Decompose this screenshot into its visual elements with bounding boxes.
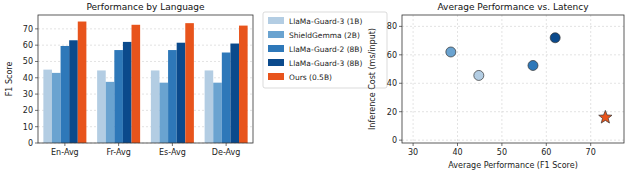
- tick: [546, 143, 547, 146]
- tick-label: 20: [387, 108, 397, 117]
- category-label: En-Avg: [51, 148, 79, 157]
- axis-label: F1 Score: [5, 62, 14, 97]
- point: [599, 110, 612, 123]
- category-label: De-Avg: [212, 148, 241, 157]
- legend-label: ShieldGemma (2B): [289, 31, 360, 40]
- tick: [118, 143, 119, 146]
- bar: [123, 42, 132, 143]
- title: Average Performance vs. Latency: [437, 2, 589, 12]
- tick: [35, 94, 38, 95]
- legend-label: LlaMa-Guard-3 (1B): [289, 17, 362, 26]
- tick: [399, 83, 402, 84]
- bars: [43, 22, 247, 143]
- grid-line: [457, 15, 458, 143]
- grid-line: [413, 15, 414, 143]
- bar: [205, 70, 214, 143]
- bar: [213, 83, 222, 143]
- tick: [457, 143, 458, 146]
- scatter-chart: 0 20 40 60 80 30 40 50 60 70 Average Performance v…: [368, 2, 624, 170]
- legend-swatch: [268, 59, 284, 66]
- frame: [402, 15, 624, 143]
- points: [446, 33, 612, 123]
- grid-line: [501, 15, 502, 143]
- point: [528, 60, 538, 70]
- tick-label: 70: [586, 148, 596, 157]
- bar: [78, 22, 87, 143]
- tick: [501, 143, 502, 146]
- tick: [172, 143, 173, 146]
- bar: [106, 82, 115, 143]
- tick: [35, 110, 38, 111]
- bar: [151, 70, 160, 143]
- tick: [399, 54, 402, 55]
- grid-line: [402, 26, 624, 27]
- bar: [61, 46, 70, 143]
- title: Performance by Language: [86, 2, 205, 12]
- tick-label: 80: [387, 22, 397, 31]
- tick-label: 40: [452, 148, 462, 157]
- figure: 0 10 20 30 40 50 60 70 En-Avg Fr-Avg Es-Avg De-Avg P…: [0, 0, 640, 174]
- bar: [69, 40, 78, 143]
- grid-line: [546, 15, 547, 143]
- tick-label: 50: [497, 148, 507, 157]
- bar: [159, 83, 168, 143]
- tick-label: 0: [392, 136, 397, 145]
- tick: [35, 143, 38, 144]
- bar: [177, 43, 186, 143]
- bar: [239, 26, 248, 143]
- legend-swatch: [268, 73, 284, 80]
- category-label: Fr-Avg: [106, 148, 130, 157]
- bar: [43, 70, 52, 143]
- bar: [168, 50, 177, 143]
- legend-label: LlaMa-Guard-3 (8B): [289, 59, 362, 68]
- category-label: Es-Avg: [159, 148, 186, 157]
- frame: [38, 15, 253, 143]
- tick: [35, 126, 38, 127]
- legend-swatch: [268, 17, 284, 24]
- tick-label: 60: [23, 41, 33, 50]
- legend-swatch: [268, 31, 284, 38]
- bar: [230, 44, 239, 143]
- tick: [413, 143, 414, 146]
- tick: [35, 77, 38, 78]
- point: [474, 70, 484, 80]
- point: [446, 47, 456, 57]
- tick: [399, 140, 402, 141]
- tick-label: 30: [23, 90, 33, 99]
- tick-label: 40: [23, 74, 33, 83]
- tick-label: 10: [23, 123, 33, 132]
- bar-chart: 0 10 20 30 40 50 60 70 En-Avg Fr-Avg Es-Avg De-Avg P…: [5, 2, 387, 157]
- tick-label: 60: [541, 148, 551, 157]
- tick-label: 50: [23, 57, 33, 66]
- tick: [35, 61, 38, 62]
- tick: [226, 143, 227, 146]
- grid-line: [590, 15, 591, 143]
- tick: [399, 111, 402, 112]
- legend-swatch: [268, 45, 284, 52]
- legend-label: Ours (0.5B): [289, 73, 332, 82]
- tick: [35, 45, 38, 46]
- tick: [64, 143, 65, 146]
- legend-label: LlaMa-Guard-2 (8B): [289, 45, 362, 54]
- tick-label: 70: [23, 25, 33, 34]
- point: [550, 33, 560, 43]
- axis-label: Inference Cost (ms/input): [368, 28, 377, 130]
- bar: [222, 53, 231, 143]
- tick: [590, 143, 591, 146]
- tick-label: 30: [408, 148, 418, 157]
- tick: [399, 26, 402, 27]
- bar: [114, 50, 123, 143]
- tick-label: 40: [387, 79, 397, 88]
- bar: [185, 23, 194, 143]
- axis-label: Average Performance (F1 Score): [448, 161, 578, 170]
- tick-label: 20: [23, 106, 33, 115]
- tick: [35, 28, 38, 29]
- tick-label: 60: [387, 51, 397, 60]
- bar: [132, 25, 141, 143]
- grid-line: [38, 28, 253, 29]
- tick-label: 0: [28, 139, 33, 148]
- bar: [97, 70, 106, 143]
- bar: [52, 73, 61, 143]
